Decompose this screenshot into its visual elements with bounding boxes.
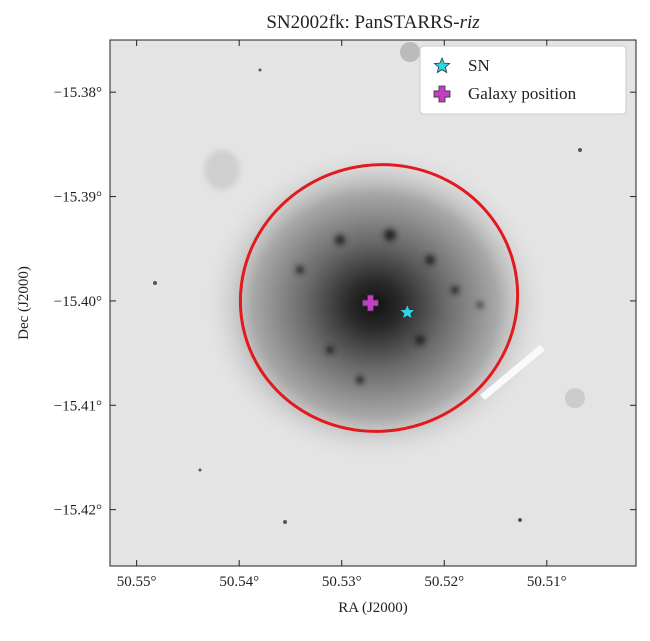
x-tick-label: 50.51° [527, 574, 567, 590]
y-tick-label: −15.40° [54, 294, 102, 310]
legend-label: Galaxy position [468, 84, 577, 103]
legend-marker [433, 85, 451, 103]
plot-frame [109, 39, 637, 567]
x-tick-label: 50.55° [117, 574, 157, 590]
x-tick-label: 50.53° [322, 574, 362, 590]
x-axis-label: RA (J2000) [338, 600, 408, 616]
marker-plus [362, 294, 379, 312]
title-filter: riz [460, 12, 481, 33]
legend-marker [433, 56, 451, 74]
legend-box [419, 45, 627, 115]
aperture-ellipse [238, 163, 520, 433]
title-text: SN2002fk: PanSTARRS- [266, 12, 459, 33]
y-tick-label: −15.41° [54, 398, 102, 414]
y-tick-label: −15.42° [54, 503, 102, 519]
legend-label: SN [468, 56, 490, 75]
y-axis-label: Dec (J2000) [16, 266, 32, 340]
sky-image [110, 40, 636, 566]
y-tick-label: −15.39° [54, 190, 102, 206]
x-tick-label: 50.54° [219, 574, 259, 590]
x-tick-label: 50.52° [424, 574, 464, 590]
y-tick-label: −15.38° [54, 85, 102, 101]
chart-title: SN2002fk: PanSTARRS-riz [266, 12, 480, 33]
marker-star [398, 303, 416, 320]
